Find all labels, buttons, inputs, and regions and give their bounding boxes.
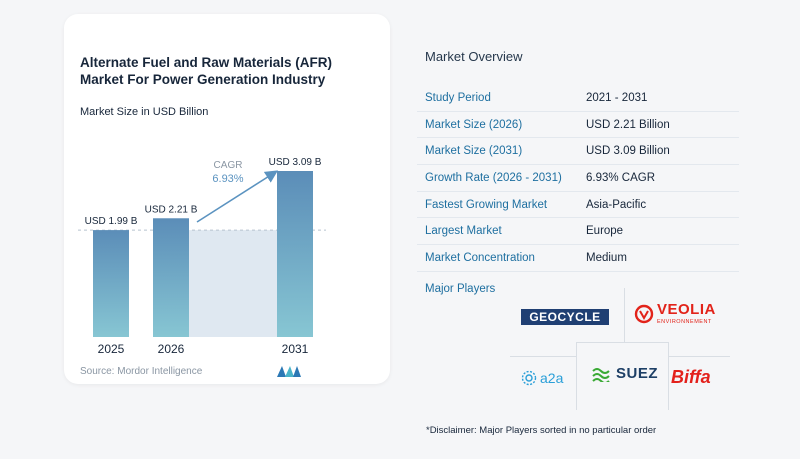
divider [576, 342, 577, 410]
row-value: 2021 - 2031 [586, 91, 648, 104]
suez-logo: SUEZ [591, 365, 658, 382]
row-value: USD 2.21 Billion [586, 118, 670, 131]
geocycle-logo-text: GEOCYCLE [529, 310, 601, 324]
chart-title: Alternate Fuel and Raw Materials (AFR) M… [80, 55, 333, 87]
cagr-value: 6.93% [212, 173, 243, 185]
table-row: Market Size (2026) USD 2.21 Billion [417, 112, 739, 139]
veolia-logo: VEOLIA ENVIRONNEMENT [634, 302, 716, 325]
market-overview-title: Market Overview [425, 49, 523, 64]
row-key: Largest Market [425, 225, 502, 238]
divider [624, 288, 625, 342]
major-players-title: Major Players [425, 283, 496, 295]
x-tick-label: 2031 [282, 342, 309, 356]
cagr-label: CAGR [214, 160, 243, 171]
row-key: Market Size (2026) [425, 118, 523, 131]
row-key: Fastest Growing Market [425, 198, 548, 211]
table-row: Market Concentration Medium [417, 245, 739, 272]
table-row: Fastest Growing Market Asia-Pacific [417, 192, 739, 219]
row-key: Market Size (2031) [425, 145, 523, 158]
veolia-icon [634, 304, 654, 323]
divider [668, 356, 730, 357]
data-label: USD 3.09 B [269, 157, 322, 168]
veolia-logo-text: VEOLIA [657, 301, 716, 318]
bar-2031 [277, 171, 313, 337]
data-label: USD 2.21 B [145, 204, 198, 215]
a2a-logo-text: a2a [540, 370, 564, 386]
a2a-logo: a2a [521, 370, 563, 386]
data-label: USD 1.99 B [85, 216, 138, 227]
row-value: Medium [586, 251, 627, 264]
suez-logo-text: SUEZ [616, 365, 659, 382]
row-key: Market Concentration [425, 251, 535, 264]
bar-2026 [153, 218, 189, 337]
row-value: 6.93% CAGR [586, 171, 656, 184]
row-key: Study Period [425, 91, 491, 104]
geocycle-logo: GEOCYCLE [521, 309, 609, 325]
suez-icon [592, 367, 610, 382]
table-row: Study Period 2021 - 2031 [417, 85, 739, 112]
biffa-logo-text: Biffa [671, 367, 711, 387]
source-label: Source: Mordor Intelligence [80, 366, 203, 377]
table-row: Market Size (2031) USD 3.09 Billion [417, 138, 739, 166]
veolia-logo-subtext: ENVIRONNEMENT [657, 319, 712, 325]
a2a-icon [521, 370, 537, 386]
row-key: Growth Rate (2026 - 2031) [425, 171, 562, 184]
bar-2025 [93, 230, 129, 337]
mordor-intelligence-logo [277, 366, 301, 377]
cagr-arrow [196, 170, 279, 223]
table-row: Growth Rate (2026 - 2031) 6.93% CAGR [417, 165, 739, 192]
divider [576, 342, 668, 343]
divider [510, 356, 576, 357]
x-tick-label: 2026 [158, 342, 185, 356]
x-tick-label: 2025 [98, 342, 125, 356]
disclaimer: *Disclaimer: Major Players sorted in no … [426, 425, 657, 436]
table-row: Largest Market Europe [417, 218, 739, 246]
bar-chart: USD 1.99 B 2025 USD 2.21 B 2026 USD 3.09 B 20… [78, 157, 326, 356]
chart-subtitle: Market Size in USD Billion [80, 106, 209, 118]
growth-band [189, 230, 277, 337]
row-value: Asia-Pacific [586, 198, 647, 211]
market-overview-table: Study Period 2021 - 2031 Market Size (20… [417, 85, 739, 272]
divider [668, 342, 669, 410]
biffa-logo: Biffa [671, 367, 711, 388]
row-value: Europe [586, 225, 624, 238]
row-value: USD 3.09 Billion [586, 145, 670, 158]
